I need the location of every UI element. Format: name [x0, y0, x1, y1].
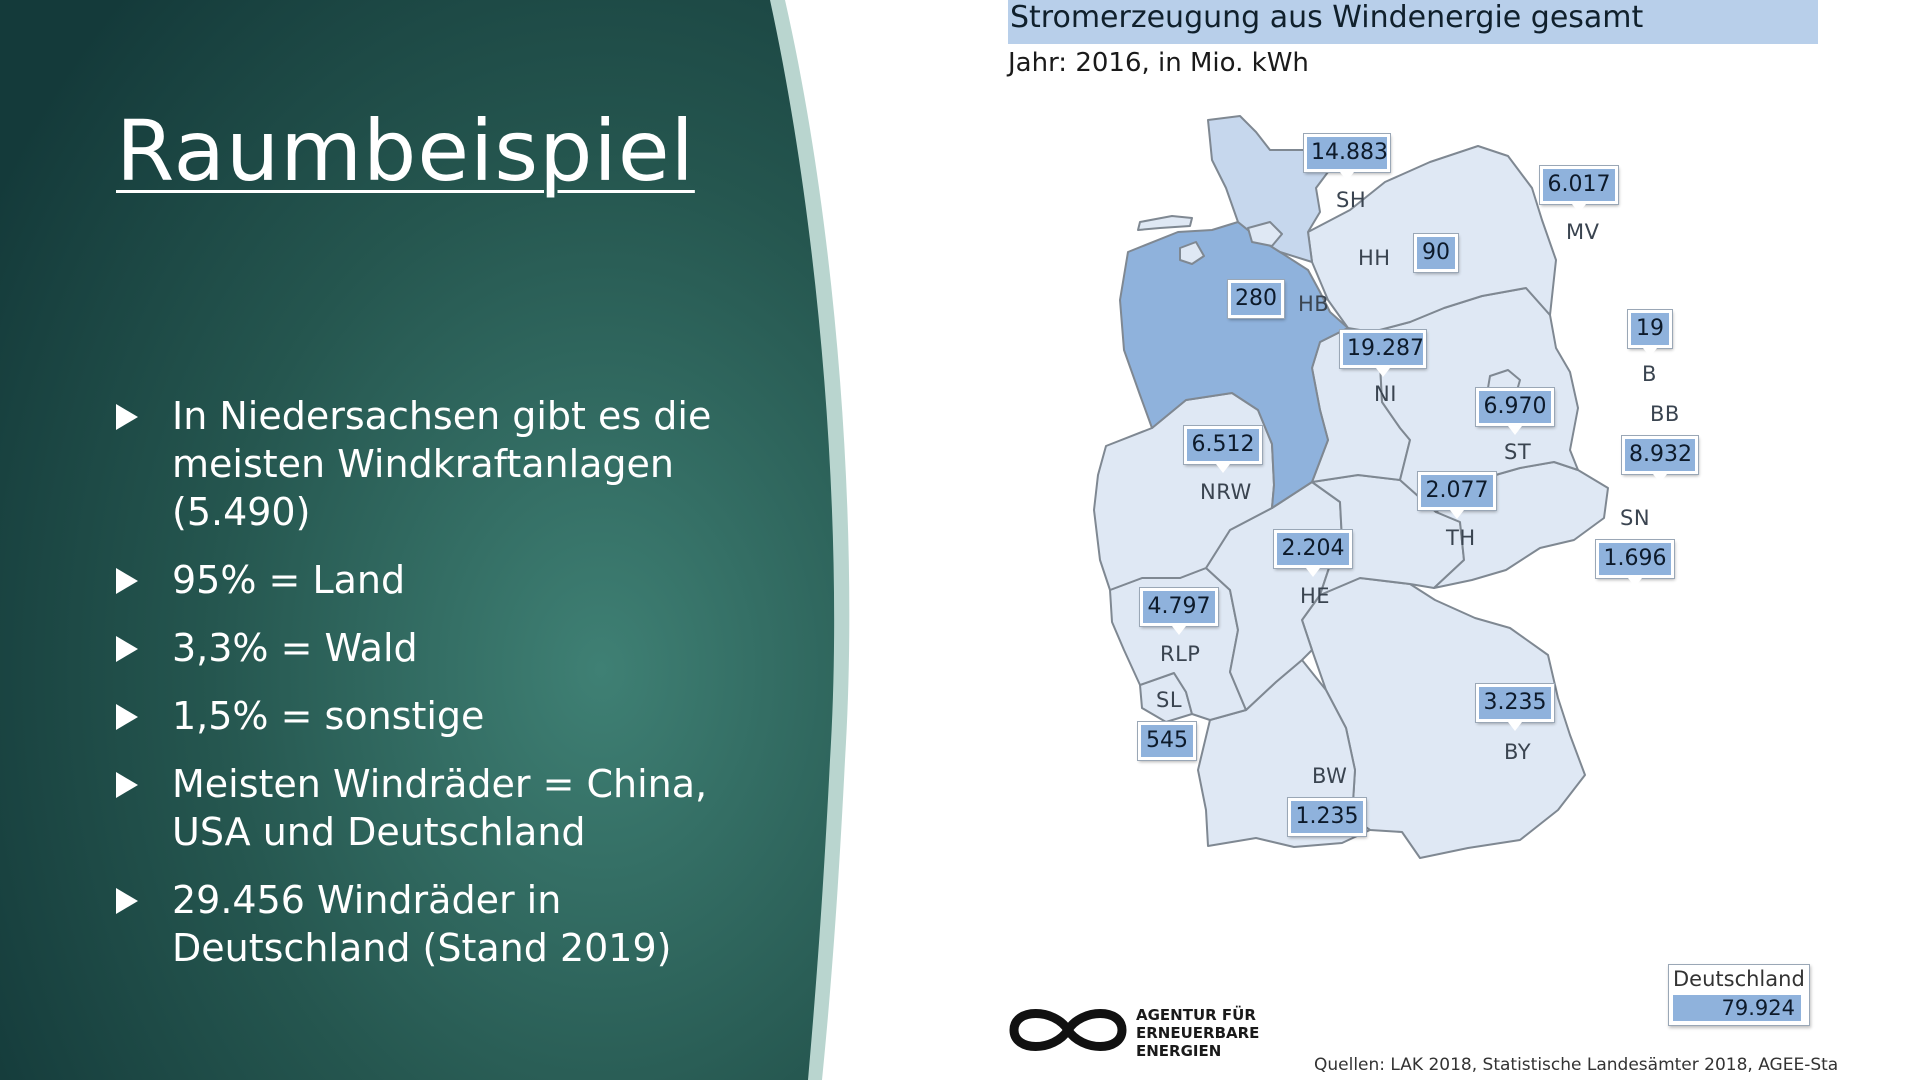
total-label: Deutschland	[1673, 967, 1805, 991]
germany-total-box: Deutschland 79.924	[1668, 964, 1810, 1026]
state-code-MV: MV	[1566, 220, 1600, 244]
value-label-B: 19	[1628, 310, 1672, 357]
bullet-list: In Niedersachsen gibt es die meisten Win…	[116, 392, 756, 992]
bullet-item: 3,3% = Wald	[116, 624, 756, 672]
state-code-ST: ST	[1504, 440, 1532, 464]
state-code-SH: SH	[1336, 188, 1367, 212]
panel-background	[0, 0, 850, 1080]
region-islands	[1137, 215, 1193, 231]
value-label-RLP: 4.797	[1140, 588, 1218, 635]
state-code-SL: SL	[1156, 688, 1183, 712]
state-code-NRW: NRW	[1200, 480, 1252, 504]
bullet-text: In Niedersachsen gibt es die meisten Win…	[172, 394, 712, 534]
state-code-HE: HE	[1300, 584, 1331, 608]
map-title: Stromerzeugung aus Windenergie gesamt	[1008, 0, 1818, 44]
bullet-text: 95% = Land	[172, 558, 406, 602]
state-code-BY: BY	[1504, 740, 1532, 764]
logo-line-2: ERNEUERBARE	[1136, 1024, 1260, 1042]
value-label-SL: 545	[1138, 722, 1196, 760]
bullet-text: Meisten Windräder = China, USA und Deuts…	[172, 762, 708, 854]
value-label-MV: 6.017	[1540, 166, 1618, 213]
value-label-NRW: 6.512	[1184, 426, 1262, 473]
triangle-bullet-icon	[116, 704, 138, 730]
state-code-B: B	[1642, 362, 1657, 386]
value-label-NI: 19.287	[1340, 330, 1426, 377]
logo-text: AGENTUR FÜR ERNEUERBARE ENERGIEN	[1136, 1006, 1259, 1060]
state-code-HH: HH	[1358, 246, 1391, 270]
value-label-BW: 1.235	[1288, 798, 1366, 836]
state-code-HB: HB	[1298, 292, 1330, 316]
triangle-bullet-icon	[116, 888, 138, 914]
value-label-HB: 280	[1228, 280, 1284, 318]
logo-line-3: ENERGIEN	[1136, 1042, 1222, 1060]
bullet-item: 95% = Land	[116, 556, 756, 604]
state-code-TH: TH	[1446, 526, 1476, 550]
triangle-bullet-icon	[116, 772, 138, 798]
infinity-icon	[1009, 1009, 1127, 1051]
region-SH	[1207, 115, 1329, 263]
triangle-bullet-icon	[116, 636, 138, 662]
slide-title: Raumbeispiel	[116, 102, 695, 200]
germany-map	[1093, 115, 1609, 859]
state-code-BW: BW	[1312, 764, 1348, 788]
value-label-SN: 1.696	[1596, 540, 1674, 587]
region-HB	[1179, 241, 1205, 265]
value-label-BY: 3.235	[1476, 684, 1554, 731]
value-label-SH: 14.883	[1304, 134, 1390, 181]
value-label-BB: 8.932	[1622, 436, 1698, 483]
map-subtitle: Jahr: 2016, in Mio. kWh	[1008, 48, 1309, 78]
triangle-bullet-icon	[116, 404, 138, 430]
bullet-item: 29.456 Windräder in Deutschland (Stand 2…	[116, 876, 756, 972]
value-label-TH: 2.077	[1418, 472, 1496, 519]
logo-line-1: AGENTUR FÜR	[1136, 1006, 1256, 1024]
region-HH	[1247, 221, 1283, 247]
total-value: 79.924	[1673, 995, 1801, 1021]
value-label-HE: 2.204	[1274, 530, 1352, 577]
state-code-RLP: RLP	[1160, 642, 1201, 666]
bullet-item: Meisten Windräder = China, USA und Deuts…	[116, 760, 756, 856]
sources-text: Quellen: LAK 2018, Statistische Landesäm…	[1314, 1055, 1839, 1075]
bullet-text: 3,3% = Wald	[172, 626, 418, 670]
bullet-text: 29.456 Windräder in Deutschland (Stand 2…	[172, 878, 672, 970]
value-label-ST: 6.970	[1476, 388, 1554, 435]
state-code-BB: BB	[1650, 402, 1680, 426]
value-label-HH: 90	[1414, 234, 1458, 272]
bullet-text: 1,5% = sonstige	[172, 694, 485, 738]
bullet-item: 1,5% = sonstige	[116, 692, 756, 740]
state-code-NI: NI	[1374, 382, 1397, 406]
bullet-item: In Niedersachsen gibt es die meisten Win…	[116, 392, 756, 536]
triangle-bullet-icon	[116, 568, 138, 594]
slide-left-panel: Raumbeispiel In Niedersachsen gibt es di…	[0, 0, 860, 1080]
state-code-SN: SN	[1620, 506, 1651, 530]
